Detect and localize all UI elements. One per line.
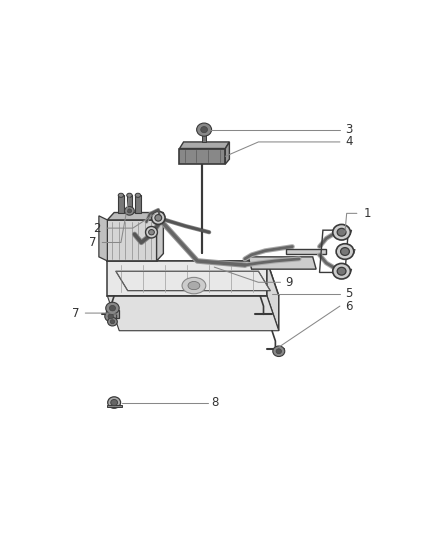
Ellipse shape: [197, 123, 212, 136]
Ellipse shape: [110, 320, 115, 324]
Polygon shape: [333, 269, 352, 273]
Text: 6: 6: [345, 300, 353, 312]
Polygon shape: [156, 213, 163, 261]
Text: 7: 7: [72, 306, 79, 320]
Polygon shape: [107, 261, 279, 296]
Ellipse shape: [118, 193, 124, 197]
Polygon shape: [107, 261, 267, 296]
Ellipse shape: [336, 244, 354, 260]
Ellipse shape: [152, 211, 165, 224]
Polygon shape: [135, 195, 141, 213]
Ellipse shape: [127, 193, 132, 197]
Ellipse shape: [188, 281, 200, 289]
Polygon shape: [333, 230, 352, 235]
Ellipse shape: [145, 227, 157, 238]
Text: 7: 7: [88, 236, 96, 249]
Text: 3: 3: [345, 123, 352, 136]
Polygon shape: [180, 142, 230, 149]
Ellipse shape: [111, 399, 117, 406]
Polygon shape: [202, 134, 206, 142]
Ellipse shape: [155, 215, 162, 221]
Ellipse shape: [333, 263, 350, 279]
Polygon shape: [336, 249, 355, 254]
Polygon shape: [106, 310, 119, 318]
Ellipse shape: [135, 193, 141, 197]
Ellipse shape: [341, 248, 350, 255]
Ellipse shape: [276, 349, 282, 354]
Polygon shape: [107, 296, 279, 330]
Ellipse shape: [201, 126, 208, 133]
Text: 4: 4: [345, 135, 353, 148]
Polygon shape: [286, 249, 326, 254]
Polygon shape: [248, 257, 316, 269]
Polygon shape: [225, 142, 230, 164]
Text: 2: 2: [93, 222, 101, 235]
Polygon shape: [107, 405, 122, 407]
Ellipse shape: [108, 314, 113, 319]
Polygon shape: [116, 271, 270, 290]
Ellipse shape: [108, 397, 120, 408]
Polygon shape: [180, 149, 225, 164]
Ellipse shape: [105, 311, 117, 321]
Ellipse shape: [273, 346, 285, 357]
Ellipse shape: [337, 268, 346, 275]
Text: 9: 9: [285, 276, 293, 289]
Ellipse shape: [333, 224, 350, 240]
Polygon shape: [127, 195, 132, 213]
Ellipse shape: [110, 305, 116, 311]
Polygon shape: [107, 220, 156, 261]
Polygon shape: [99, 216, 107, 261]
Ellipse shape: [106, 302, 119, 314]
Ellipse shape: [124, 207, 134, 215]
Polygon shape: [267, 261, 279, 330]
Polygon shape: [107, 213, 163, 220]
Ellipse shape: [108, 318, 117, 326]
Text: 8: 8: [212, 396, 219, 409]
Text: 5: 5: [345, 287, 352, 300]
Ellipse shape: [182, 277, 206, 294]
Ellipse shape: [337, 228, 346, 236]
Text: 1: 1: [364, 207, 371, 220]
Ellipse shape: [148, 230, 154, 235]
Polygon shape: [118, 195, 124, 213]
Ellipse shape: [127, 209, 132, 213]
